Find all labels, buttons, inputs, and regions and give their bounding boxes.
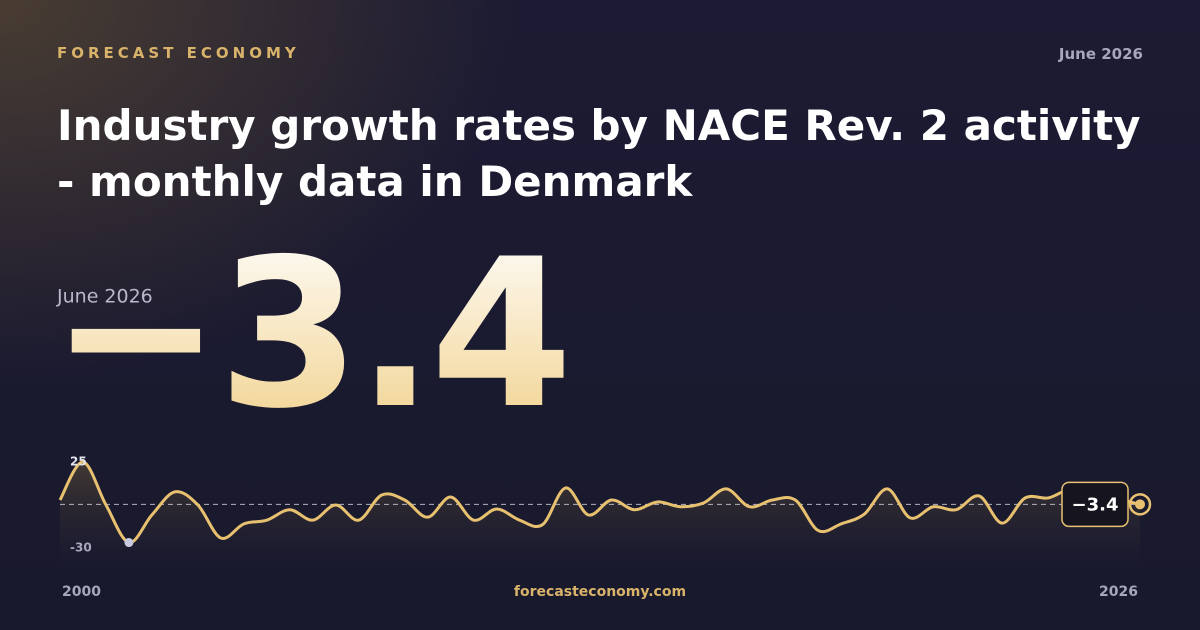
- area: [60, 461, 1140, 565]
- x-axis-label: 2026: [1099, 584, 1138, 600]
- line: [58, 460, 1141, 545]
- value-callout: [1061, 481, 1129, 528]
- headline-date: June 2026: [56, 286, 153, 308]
- site: forecasteconomy.com: [514, 584, 686, 600]
- x-axis-label: 2000: [62, 584, 101, 600]
- last-point-ring: [1128, 493, 1152, 516]
- last-point: [1135, 499, 1145, 510]
- title: Industry growth rates by NACE Rev. 2 act…: [57, 101, 1141, 206]
- min-point: [124, 538, 134, 548]
- y-tick-label: -30: [70, 541, 92, 555]
- date: June 2026: [1058, 45, 1143, 63]
- value-label: −3.4: [1072, 494, 1119, 515]
- brand: FORECAST ECONOMY: [57, 44, 300, 62]
- headline-value: −3.4: [50, 216, 569, 454]
- y-tick-label: 25: [70, 455, 87, 469]
